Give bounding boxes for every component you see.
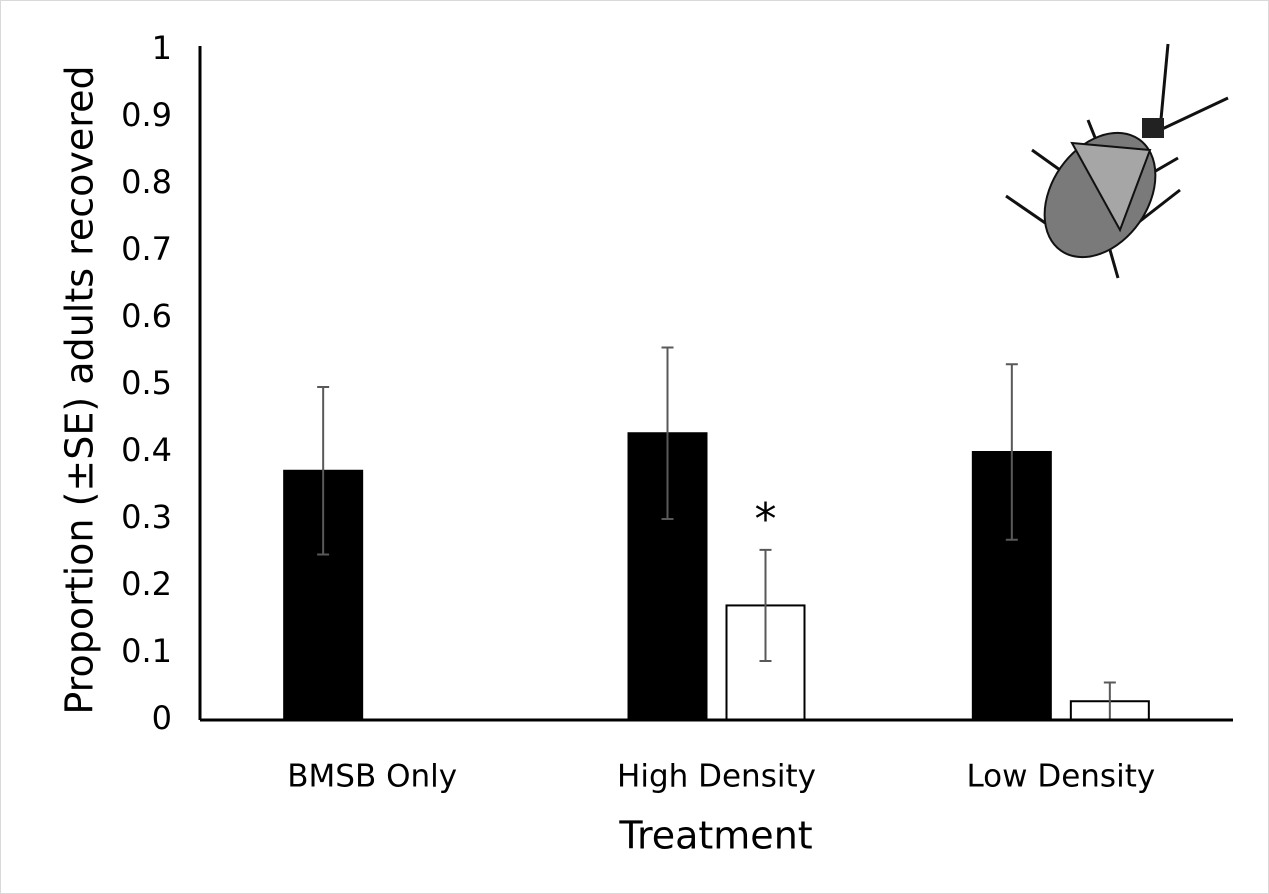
x-tick-label: Low Density bbox=[966, 759, 1155, 795]
y-axis-title: Proportion (±SE) adults recovered bbox=[58, 65, 102, 714]
y-tick-label: 1 bbox=[152, 29, 172, 67]
page: {"chart_data": {"type": "bar", "y_label"… bbox=[0, 0, 1269, 894]
annotation: * bbox=[755, 494, 777, 545]
y-tick-label: 0.1 bbox=[121, 632, 172, 670]
x-tick-label: High Density bbox=[617, 759, 816, 795]
y-tick-label: 0.4 bbox=[121, 431, 172, 469]
x-axis-title: Treatment bbox=[618, 814, 812, 858]
chart: Proportion (±SE) adults recovered Treatm… bbox=[0, 0, 1269, 894]
y-tick-label: 0.7 bbox=[121, 230, 172, 268]
y-tick-label: 0.6 bbox=[121, 297, 172, 335]
y-tick-label: 0.9 bbox=[121, 96, 172, 134]
y-tick-label: 0.2 bbox=[121, 565, 172, 603]
y-tick-label: 0.5 bbox=[121, 364, 172, 402]
x-tick-label: BMSB Only bbox=[287, 759, 457, 795]
y-tick-label: 0.8 bbox=[121, 163, 172, 201]
y-tick-label: 0.3 bbox=[121, 498, 172, 536]
y-tick-label: 0 bbox=[152, 699, 172, 737]
